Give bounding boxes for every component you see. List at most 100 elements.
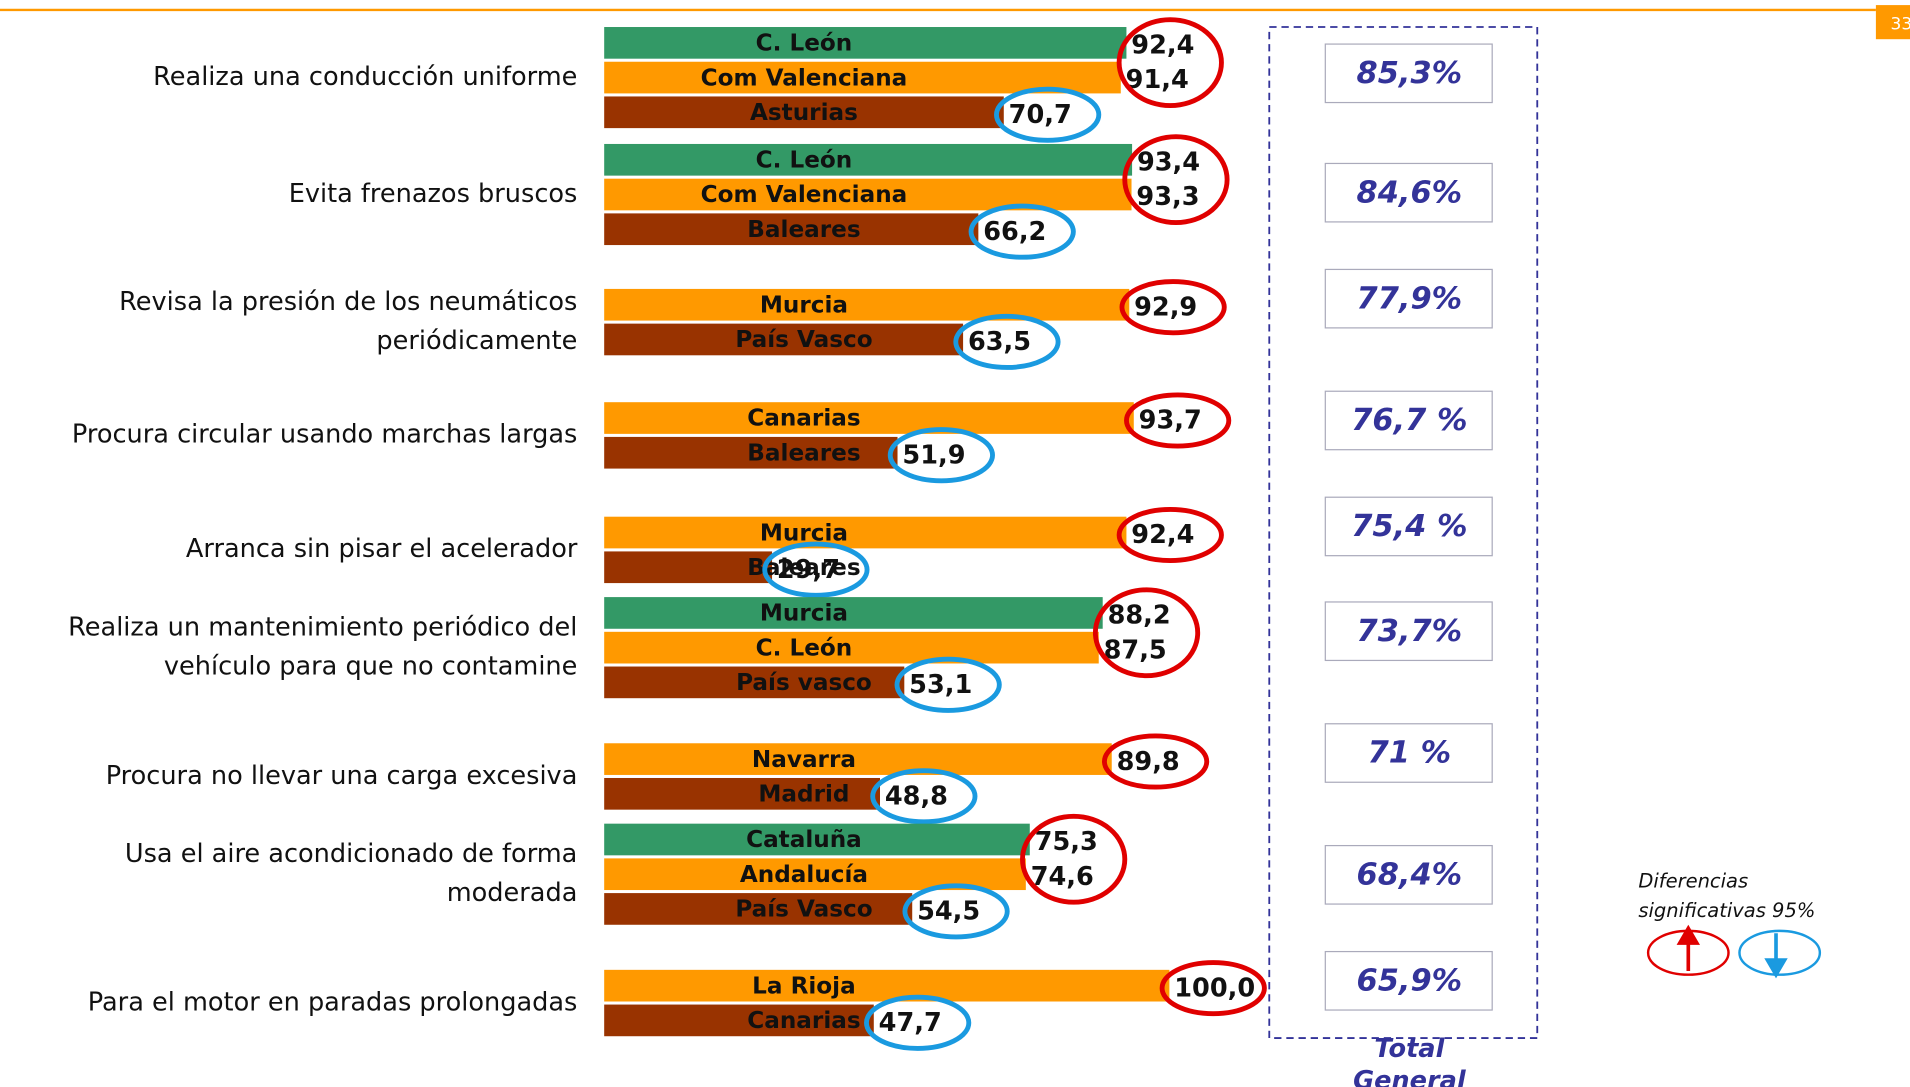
bar	[604, 823, 1030, 856]
bar-name: Com Valenciana	[701, 182, 908, 208]
value-label: 48,8	[885, 781, 948, 811]
total-value: 75,4 %	[1351, 509, 1467, 544]
total-value: 77,9%	[1357, 281, 1463, 316]
bar-name: C. León	[756, 148, 853, 174]
total-frame	[1268, 26, 1539, 1039]
total-title: General	[1353, 1066, 1467, 1087]
value-label: 51,9	[902, 440, 965, 470]
bar	[604, 323, 964, 356]
value-label: 70,7	[1009, 100, 1072, 130]
total-box	[1324, 496, 1493, 557]
total-box	[1324, 844, 1493, 905]
bar	[604, 436, 898, 469]
bar	[604, 1004, 874, 1037]
value-label: 75,3	[1035, 827, 1098, 857]
value-label: 53,1	[909, 670, 972, 700]
significance-ring	[1020, 813, 1128, 905]
total-value: 68,4%	[1357, 858, 1463, 893]
value-label: 93,3	[1136, 182, 1199, 212]
bar-name: Madrid	[758, 782, 849, 808]
bar	[604, 288, 1130, 321]
item-label: vehículo para que no contamine	[164, 651, 577, 681]
value-label: 92,4	[1131, 520, 1194, 550]
significance-ring	[1124, 392, 1232, 449]
significance-ring	[994, 86, 1102, 143]
total-title: Total	[1374, 1034, 1445, 1064]
total-value: 76,7 %	[1351, 403, 1467, 438]
significance-ring	[1122, 134, 1230, 225]
value-label: 92,9	[1134, 292, 1197, 322]
total-box	[1324, 162, 1493, 223]
bar	[604, 631, 1099, 664]
value-label: 100,0	[1174, 973, 1255, 1003]
bar-name: País Vasco	[735, 327, 872, 353]
legend-low	[1738, 929, 1822, 976]
value-label: 87,5	[1104, 635, 1167, 665]
bar	[604, 143, 1133, 176]
significance-ring	[968, 203, 1076, 260]
bar	[604, 516, 1127, 549]
value-label: 89,8	[1117, 747, 1180, 777]
bar-name: C. León	[756, 31, 853, 57]
total-value: 73,7%	[1357, 614, 1463, 649]
bar-name: Navarra	[752, 747, 856, 773]
bar	[604, 777, 881, 810]
value-label: 29,7	[777, 555, 840, 585]
value-label: 66,2	[983, 217, 1046, 247]
legend-text: Diferencias	[1638, 870, 1748, 893]
significance-ring	[1159, 960, 1267, 1017]
value-label: 54,5	[917, 897, 980, 927]
value-label: 47,7	[879, 1008, 942, 1038]
bar-name: Canarias	[747, 1008, 860, 1034]
value-label: 63,5	[968, 327, 1031, 357]
item-label: Procura no llevar una carga excesiva	[106, 761, 578, 791]
significance-ring	[762, 541, 870, 598]
item-label: Usa el aire acondicionado de forma	[125, 839, 578, 869]
significance-ring	[1116, 17, 1224, 109]
bar-name: Canarias	[747, 406, 860, 432]
item-label: Realiza un mantenimiento periódico del	[68, 612, 577, 642]
page-number: 33	[1891, 15, 1910, 35]
legend-text: significativas 95%	[1638, 899, 1815, 922]
item-label: Evita frenazos bruscos	[289, 179, 578, 209]
significance-ring	[902, 883, 1010, 940]
legend-down-arrow	[1764, 933, 1788, 979]
bar-name: Com Valenciana	[701, 65, 908, 91]
bar	[604, 27, 1127, 59]
bar-name: Baleares	[747, 440, 860, 466]
item-label: Realiza una conducción uniforme	[153, 62, 577, 92]
bar	[604, 597, 1103, 629]
significance-ring	[887, 427, 995, 484]
significance-ring	[1119, 279, 1227, 336]
page-number-box	[1875, 5, 1910, 40]
significance-ring	[864, 994, 972, 1051]
total-value: 84,6%	[1357, 175, 1463, 210]
total-box	[1324, 43, 1493, 104]
bar	[604, 666, 905, 699]
significance-ring	[870, 768, 978, 825]
bar-name: País vasco	[736, 670, 872, 696]
total-box	[1324, 268, 1493, 329]
item-label: Revisa la presión de los neumáticos	[119, 287, 577, 317]
item-label: periódicamente	[376, 326, 577, 356]
item-label: Para el motor en paradas prolongadas	[88, 987, 578, 1017]
bar-name: Asturias	[750, 100, 858, 126]
significance-ring	[1116, 506, 1224, 563]
bar-name: La Rioja	[752, 973, 856, 999]
total-value: 65,9%	[1357, 964, 1463, 999]
total-box	[1324, 950, 1493, 1011]
bar-name: Murcia	[760, 292, 848, 318]
value-label: 74,6	[1031, 862, 1094, 892]
item-label: Procura circular usando marchas largas	[72, 420, 577, 450]
bar	[604, 178, 1132, 211]
item-label: moderada	[447, 878, 578, 908]
value-label: 88,2	[1108, 601, 1171, 631]
bar	[604, 969, 1170, 1002]
legend-up-arrow	[1676, 924, 1701, 972]
value-label: 92,4	[1131, 31, 1194, 61]
bar	[604, 96, 1004, 129]
bar	[604, 213, 979, 246]
bar	[604, 551, 773, 584]
bar	[604, 893, 913, 925]
bar-name: País Vasco	[735, 897, 872, 923]
